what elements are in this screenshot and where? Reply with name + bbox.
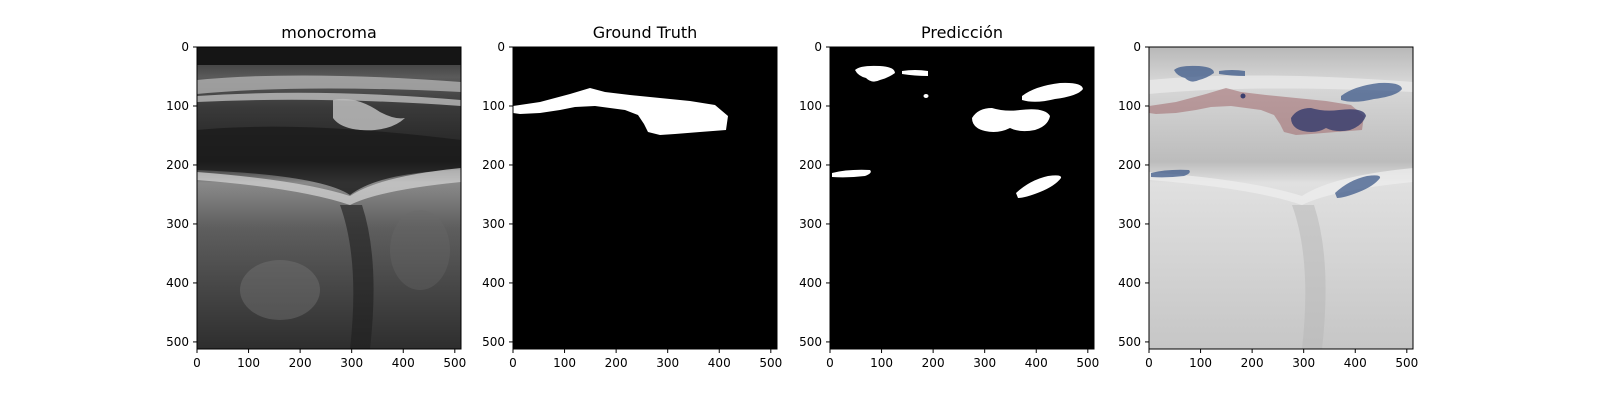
y-tick-label: 400 — [166, 276, 189, 290]
overlay-prediction — [1151, 65, 1402, 198]
y-tick-label: 0 — [497, 40, 505, 54]
panel-monocroma: monocroma — [196, 23, 462, 350]
y-tick-label: 300 — [482, 217, 505, 231]
y-tick-label: 400 — [799, 276, 822, 290]
x-tick-label: 0 — [1145, 356, 1153, 370]
ultrasound-image — [197, 47, 461, 349]
x-tick-label: 500 — [443, 356, 466, 370]
panel-ground-truth: Ground Truth — [512, 23, 778, 350]
x-tick-label: 400 — [708, 356, 731, 370]
x-tick-label: 500 — [1076, 356, 1099, 370]
y-tick-label: 500 — [166, 335, 189, 349]
x-tick-label: 200 — [289, 356, 312, 370]
y-tick-label: 100 — [166, 99, 189, 113]
x-tick-label: 0 — [193, 356, 201, 370]
x-tick-label: 200 — [1241, 356, 1264, 370]
y-tick-label: 100 — [1118, 99, 1141, 113]
panel-prediccion: Predicción — [829, 23, 1095, 350]
x-tick-label: 300 — [340, 356, 363, 370]
y-tick-label: 300 — [799, 217, 822, 231]
y-tick-label: 200 — [1118, 158, 1141, 172]
y-tick-label: 500 — [1118, 335, 1141, 349]
x-tick-label: 0 — [826, 356, 834, 370]
axes: 0 100 200 300 400 500 0 100 200 300 400 500 0 100 200 3… — [166, 40, 1418, 370]
y-tick-label: 0 — [181, 40, 189, 54]
x-tick-label: 300 — [1292, 356, 1315, 370]
y-tick-label: 100 — [799, 99, 822, 113]
x-tick-label: 300 — [973, 356, 996, 370]
x-tick-label: 200 — [605, 356, 628, 370]
x-tick-label: 100 — [870, 356, 893, 370]
y-tick-label: 200 — [799, 158, 822, 172]
y-tick-label: 100 — [482, 99, 505, 113]
x-tick-label: 0 — [509, 356, 517, 370]
x-tick-label: 100 — [237, 356, 260, 370]
x-tick-label: 200 — [922, 356, 945, 370]
overlay-intersection — [1291, 108, 1366, 132]
panel-title: Predicción — [921, 23, 1003, 42]
panel-title: Ground Truth — [593, 23, 698, 42]
x-tick-label: 400 — [392, 356, 415, 370]
y-tick-label: 400 — [1118, 276, 1141, 290]
x-tick-label: 100 — [1189, 356, 1212, 370]
overlay-image — [1149, 47, 1413, 349]
x-tick-label: 400 — [1344, 356, 1367, 370]
y-tick-label: 500 — [799, 335, 822, 349]
x-tick-label: 500 — [759, 356, 782, 370]
panel-overlay — [1148, 46, 1414, 350]
y-tick-label: 400 — [482, 276, 505, 290]
y-tick-label: 500 — [482, 335, 505, 349]
y-tick-label: 300 — [166, 217, 189, 231]
y-tick-label: 300 — [1118, 217, 1141, 231]
prediction-mask — [832, 65, 1083, 198]
y-tick-label: 0 — [814, 40, 822, 54]
mask-background — [513, 47, 777, 349]
y-tick-label: 200 — [482, 158, 505, 172]
x-tick-label: 300 — [656, 356, 679, 370]
panel-title: monocroma — [281, 23, 377, 42]
x-tick-label: 400 — [1025, 356, 1048, 370]
ground-truth-mask — [513, 88, 728, 135]
x-tick-label: 500 — [1395, 356, 1418, 370]
y-tick-label: 200 — [166, 158, 189, 172]
y-tick-label: 0 — [1133, 40, 1141, 54]
x-tick-label: 100 — [553, 356, 576, 370]
